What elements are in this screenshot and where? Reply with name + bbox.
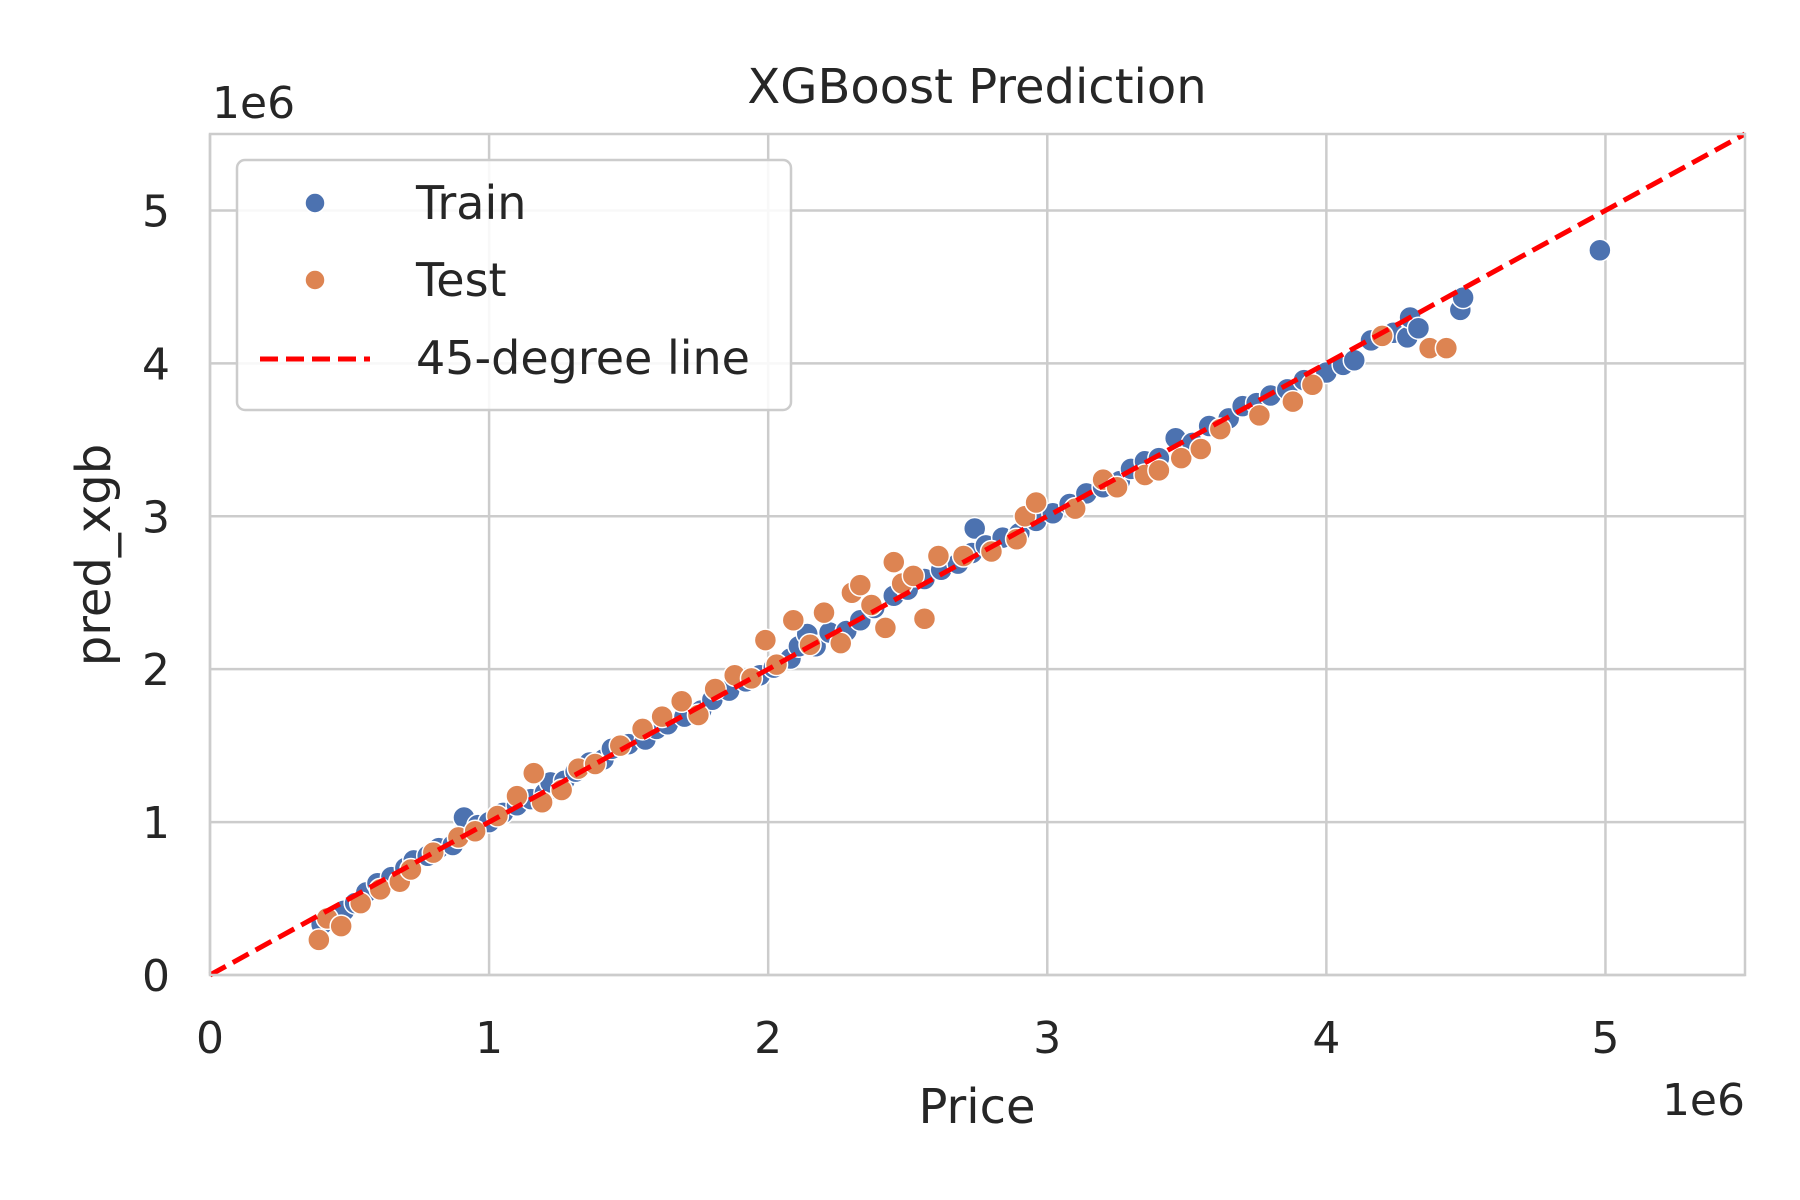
y-tick-label: 4 — [142, 339, 170, 390]
legend-label-test: Test — [415, 253, 507, 307]
test-point — [926, 544, 951, 568]
y-tick-label: 5 — [142, 186, 170, 237]
legend-marker-train — [304, 192, 326, 214]
test-point — [812, 600, 836, 625]
x-tick-label: 3 — [1033, 1013, 1061, 1064]
legend-label-45-degree: 45-degree line — [416, 331, 750, 385]
y-tick-label: 0 — [142, 951, 170, 1002]
legend-frame — [235, 158, 793, 412]
y-tick-label: 3 — [142, 492, 170, 543]
test-point — [1169, 446, 1193, 470]
tick-labels: 0 1 2 3 4 5 0 1 2 3 4 5 — [142, 186, 1619, 1064]
test-point — [1063, 496, 1087, 521]
plot-area-frame — [208, 132, 1747, 977]
y-tick-label: 1 — [142, 798, 170, 849]
test-point — [1189, 437, 1213, 461]
test-point — [882, 550, 906, 574]
test-point — [873, 616, 898, 640]
test-point — [669, 689, 694, 714]
test-point — [1281, 389, 1305, 414]
train-point — [962, 516, 987, 541]
test-point — [1247, 403, 1272, 428]
reference-line-45-degree — [208, 131, 1747, 978]
x-offset-text: 1e6 — [1662, 1075, 1745, 1126]
test-point — [521, 761, 546, 785]
train-point — [1451, 285, 1475, 310]
test-point — [1147, 458, 1171, 483]
reference-line-layer — [208, 131, 1747, 978]
x-tick-label: 2 — [754, 1013, 782, 1064]
x-tick-label: 0 — [196, 1013, 224, 1064]
test-point — [764, 652, 789, 677]
test-point — [1300, 373, 1325, 397]
train-point — [1588, 238, 1612, 262]
x-tick-label: 5 — [1591, 1013, 1619, 1064]
test-point — [329, 914, 353, 938]
y-axis-label: pred_xgb — [66, 444, 122, 667]
test-point — [1024, 490, 1048, 515]
x-tick-label: 4 — [1312, 1013, 1340, 1064]
test-point — [753, 628, 778, 652]
chart-title: XGBoost Prediction — [747, 59, 1206, 115]
test-point — [781, 608, 806, 633]
test-point — [505, 784, 529, 808]
train-point — [1342, 348, 1367, 373]
test-point — [307, 928, 331, 952]
test-point — [848, 573, 873, 597]
x-axis-label: Price — [918, 1079, 1035, 1135]
legend: Train Test 45-degree line — [235, 158, 793, 412]
legend-marker-test — [304, 269, 326, 291]
y-offset-text: 1e6 — [212, 78, 295, 129]
test-point — [912, 606, 937, 631]
x-tick-label: 1 — [475, 1013, 503, 1064]
y-tick-label: 2 — [142, 645, 170, 696]
legend-label-train: Train — [415, 176, 526, 230]
test-point — [901, 564, 926, 588]
test-point — [1434, 336, 1459, 360]
train-point — [1406, 316, 1431, 340]
